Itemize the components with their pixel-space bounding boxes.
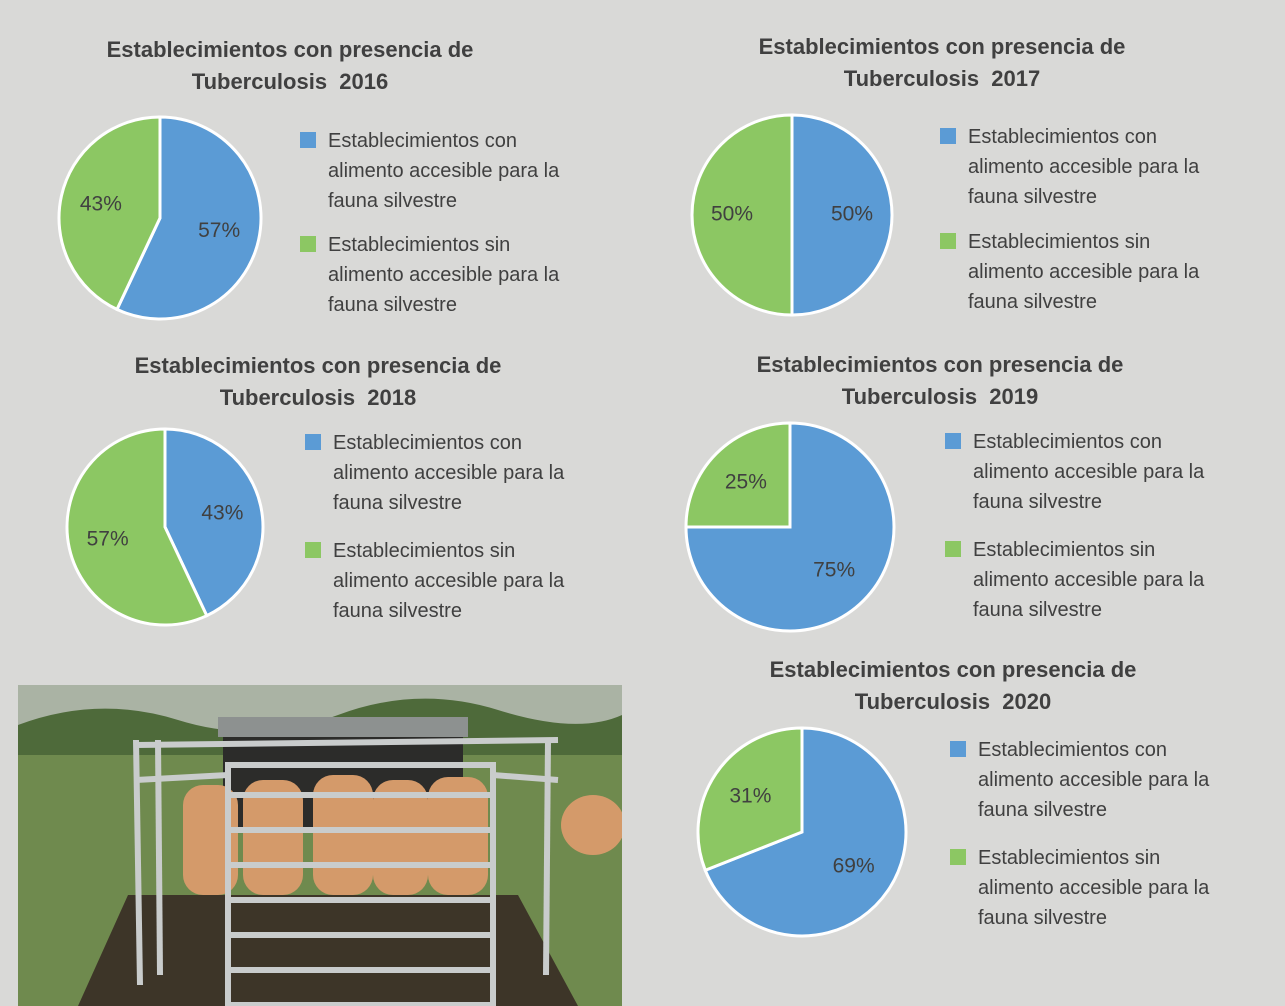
data-label: 75% <box>813 559 855 582</box>
pie-chart: 75% 25% <box>684 421 896 633</box>
legend-swatch <box>300 236 316 252</box>
legend-text: Establecimientos sin alimento accesible … <box>973 535 1208 625</box>
photo <box>18 685 622 1006</box>
legend-item: Establecimientos con alimento accesible … <box>950 735 1213 825</box>
legend-text: Establecimientos con alimento accesible … <box>333 428 568 518</box>
legend-item: Establecimientos sin alimento accesible … <box>305 536 568 626</box>
data-label: 69% <box>833 855 875 878</box>
legend-text: Establecimientos sin alimento accesible … <box>968 227 1203 317</box>
legend-swatch <box>305 542 321 558</box>
chart-title: Establecimientos con presencia de Tuberc… <box>712 31 1172 95</box>
legend-swatch <box>950 741 966 757</box>
legend-swatch <box>940 233 956 249</box>
legend-item: Establecimientos con alimento accesible … <box>945 427 1208 517</box>
data-label: 43% <box>80 192 122 215</box>
data-label: 57% <box>87 527 129 550</box>
legend-swatch <box>305 434 321 450</box>
legend-item: Establecimientos sin alimento accesible … <box>950 843 1213 933</box>
legend-text: Establecimientos sin alimento accesible … <box>333 536 568 626</box>
chart-title: Establecimientos con presencia de Tuberc… <box>60 34 520 98</box>
page: Establecimientos con presencia de Tuberc… <box>0 0 1285 1006</box>
legend-text: Establecimientos con alimento accesible … <box>328 126 563 216</box>
pie-chart: 50% 50% <box>690 113 894 317</box>
data-label: 25% <box>725 470 767 493</box>
legend-item: Establecimientos sin alimento accesible … <box>300 230 563 320</box>
legend-text: Establecimientos con alimento accesible … <box>973 427 1208 517</box>
chart-title: Establecimientos con presencia de Tuberc… <box>710 349 1170 413</box>
data-label: 31% <box>729 784 771 807</box>
legend-text: Establecimientos sin alimento accesible … <box>978 843 1213 933</box>
data-label: 50% <box>711 203 753 226</box>
legend-swatch <box>940 128 956 144</box>
legend-item: Establecimientos sin alimento accesible … <box>940 227 1203 317</box>
chart-title: Establecimientos con presencia de Tuberc… <box>723 654 1183 718</box>
legend-text: Establecimientos sin alimento accesible … <box>328 230 563 320</box>
legend-swatch <box>945 541 961 557</box>
legend-swatch <box>950 849 966 865</box>
legend-swatch <box>945 433 961 449</box>
legend-item: Establecimientos sin alimento accesible … <box>945 535 1208 625</box>
legend-text: Establecimientos con alimento accesible … <box>978 735 1213 825</box>
pie-chart: 57% 43% <box>57 115 263 321</box>
pie-chart: 69% 31% <box>696 726 908 938</box>
legend-swatch <box>300 132 316 148</box>
data-label: 50% <box>831 203 873 226</box>
legend-text: Establecimientos con alimento accesible … <box>968 122 1203 212</box>
chart-title: Establecimientos con presencia de Tuberc… <box>88 350 548 414</box>
data-label: 57% <box>198 219 240 242</box>
legend-item: Establecimientos con alimento accesible … <box>305 428 568 518</box>
legend-item: Establecimientos con alimento accesible … <box>300 126 563 216</box>
legend-item: Establecimientos con alimento accesible … <box>940 122 1203 212</box>
data-label: 43% <box>201 502 243 525</box>
pie-chart: 43% 57% <box>65 427 265 627</box>
